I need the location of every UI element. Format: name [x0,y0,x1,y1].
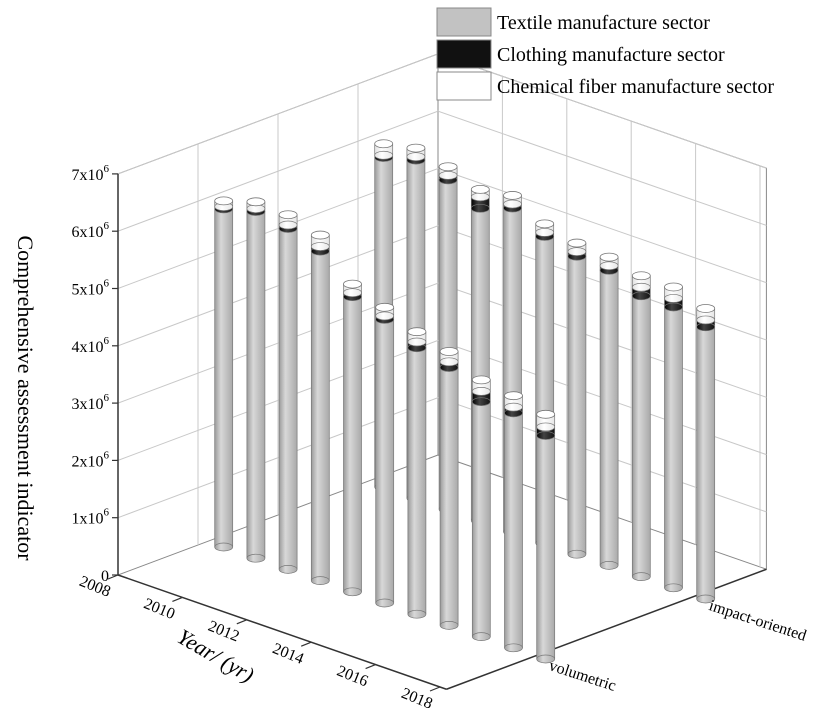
z-tick-label-volumetric: volumetric [547,657,618,695]
bar-volumetric-2018-series-0 [536,435,556,664]
bar-top-cap [343,279,362,289]
y-tick-label: 4x106 [72,335,110,356]
y-axis-title: Comprehensive assessment indicator [13,235,38,561]
bar-top-cap [470,185,490,194]
x-tick [172,596,183,602]
legend-label-0: Textile manufacture sector [497,12,710,34]
bar-volumetric-2016-series-1 [471,391,491,407]
bar-volumetric-2016-series-2 [471,379,491,396]
bar-top-cap [536,409,556,419]
bar-volumetric-2015-series-2 [439,351,459,367]
bar-impact-oriented-2015-series-0 [599,270,619,570]
z-axis-line [446,568,767,690]
bar-top-cap [535,219,555,229]
bar-top-cap [696,304,716,313]
legend-swatch-2 [436,71,492,101]
bar-top-cap [438,162,458,172]
y-tick-exponent: 6 [104,335,110,347]
bar-top-cap [214,196,234,206]
bar-impact-oriented-2017-series-2 [664,286,683,303]
bar-volumetric-2011-series-0 [310,251,330,585]
bar-volumetric-2017-series-2 [504,395,523,412]
z-tick-label-impact-oriented: impact-oriented [707,597,809,644]
y-tick-label: 6x106 [72,220,110,241]
legend: Textile manufacture sector Clothing manuf… [436,7,774,101]
y-tick-label: 3x106 [72,392,110,413]
x-tick [429,686,441,692]
bar-impact-oriented-2017-series-0 [664,307,683,593]
bar-volumetric-2014-series-0 [407,347,427,619]
bar-volumetric-2017-series-0 [504,412,523,653]
bar-top-cap [664,282,683,292]
bar-impact-oriented-2011-series-1 [470,196,490,213]
y-tick-exponent: 6 [104,507,110,519]
bar-impact-oriented-2008-series-2 [374,143,394,160]
x-tick-label: 2010 [141,595,177,623]
bar-volumetric-2015-series-0 [439,367,459,630]
bar-top-cap [407,327,427,337]
bar-top-cap [310,230,330,240]
bar-top-cap [503,191,522,200]
legend-swatch-0 [436,7,492,37]
x-tick [107,574,119,580]
bar-volumetric-2008-series-0 [214,208,234,552]
bar-impact-oriented-2016-series-2 [631,275,651,292]
legend-label-1: Clothing manufacture sector [497,44,725,66]
x-tick [300,641,312,647]
y-tick-exponent: 6 [104,278,110,290]
bar-volumetric-2010-series-0 [278,228,298,574]
bar-volumetric-2011-series-2 [310,235,330,251]
bar-top-cap [439,347,459,356]
bar-impact-oriented-2018-series-2 [696,308,716,325]
bar-top-cap [599,252,619,262]
y-tick-label: 1x106 [72,507,110,528]
bar-volumetric-2010-series-2 [278,214,298,230]
x-axis-line [117,574,447,690]
y-tick-exponent: 6 [104,449,110,461]
x-tick [236,619,248,625]
x-tick-label: 2018 [399,685,435,713]
y-tick-label: 5x106 [72,278,110,299]
bar-top-cap [374,139,394,149]
bar-impact-oriented-2016-series-0 [631,295,651,581]
y-grid-line [117,110,767,232]
bar-top-cap [375,302,395,312]
bar-volumetric-2014-series-2 [407,331,427,347]
bar-top-cap [567,238,587,248]
bars [214,139,716,664]
bar-top-cap [504,391,523,401]
x-tick-label: 2014 [270,640,306,668]
y-tick-label: 0 [101,568,109,585]
bar-top-cap [631,271,651,281]
bar-impact-oriented-2018-series-0 [696,326,716,604]
y-tick-label: 7x106 [72,163,110,184]
bar-volumetric-2012-series-0 [343,296,362,597]
bar-top-cap [278,210,298,220]
y-tick-label: 2x106 [72,449,110,470]
y-tick-exponent: 6 [104,220,110,232]
x-tick [365,664,376,670]
x-tick-label: 2016 [334,663,370,691]
y-tick-exponent: 6 [104,392,110,404]
bar-volumetric-2009-series-0 [246,211,266,563]
bar-impact-oriented-2014-series-0 [567,256,587,559]
bar-top-cap [246,197,266,207]
bar-top-cap [471,375,491,385]
bar-top-cap [406,143,426,153]
y-tick-exponent: 6 [104,163,110,175]
bar-volumetric-2013-series-0 [375,319,395,608]
legend-swatch-1 [436,39,492,69]
bar-volumetric-2016-series-0 [471,401,491,641]
legend-label-2: Chemical fiber manufacture sector [497,76,774,98]
